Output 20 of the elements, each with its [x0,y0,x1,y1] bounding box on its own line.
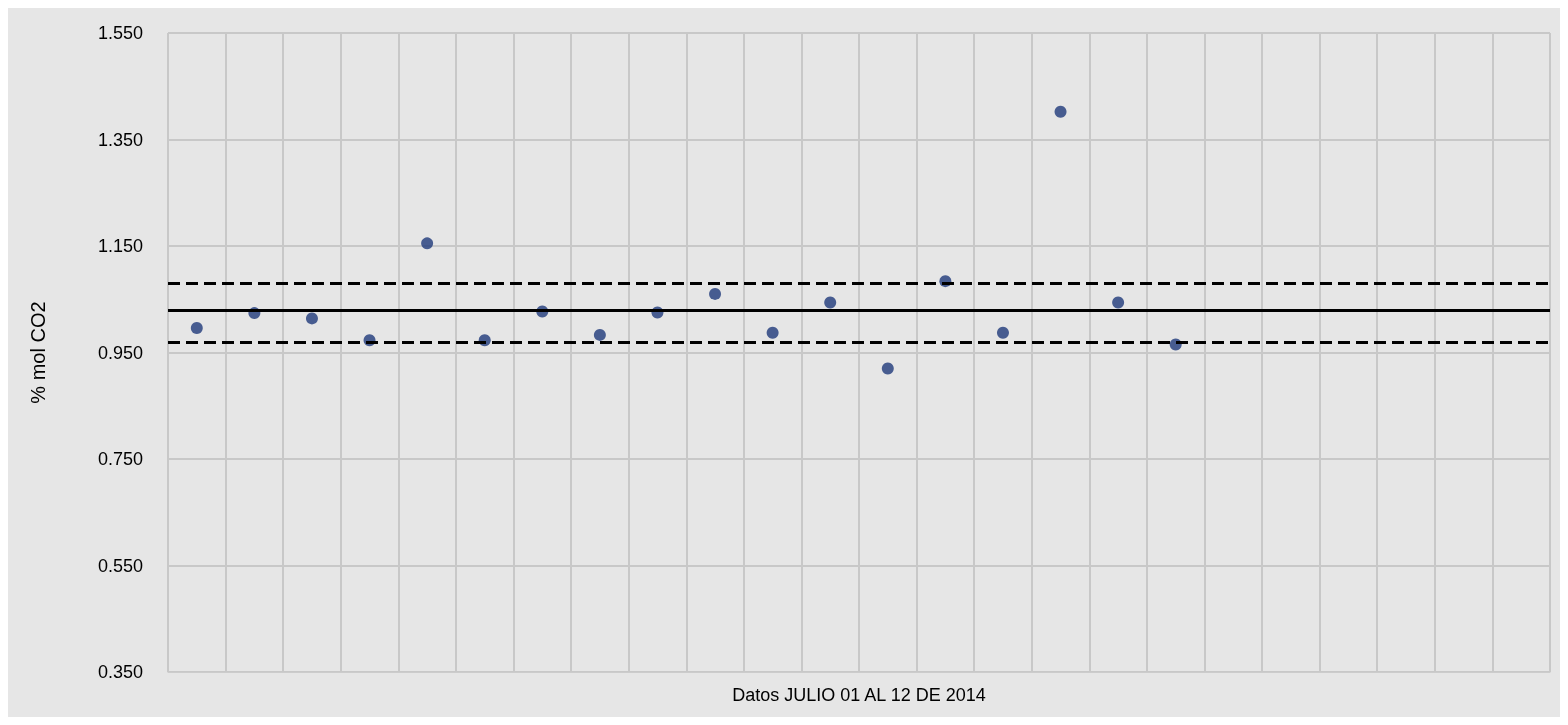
y-axis-title: % mol CO2 [27,301,49,404]
point [824,296,837,309]
point [593,328,606,341]
y-tick-label: 1.550 [98,23,144,43]
point [305,312,318,325]
y-tick-label: 1.150 [98,236,144,256]
y-tick-label: 0.550 [98,555,144,576]
point [1054,105,1067,118]
point [709,287,722,300]
y-tick-label: 1.350 [98,129,144,150]
point [421,237,434,250]
y-tick-label: 0.950 [98,342,144,363]
y-tick-label: 0.750 [98,449,144,469]
point [996,326,1009,339]
point [190,322,203,334]
point [881,362,894,375]
point [1112,296,1125,309]
x-axis-title: Datos JULIO 01 AL 12 DE 2014 [732,685,986,705]
point [766,326,779,339]
y-tick-label: 0.350 [98,662,144,682]
